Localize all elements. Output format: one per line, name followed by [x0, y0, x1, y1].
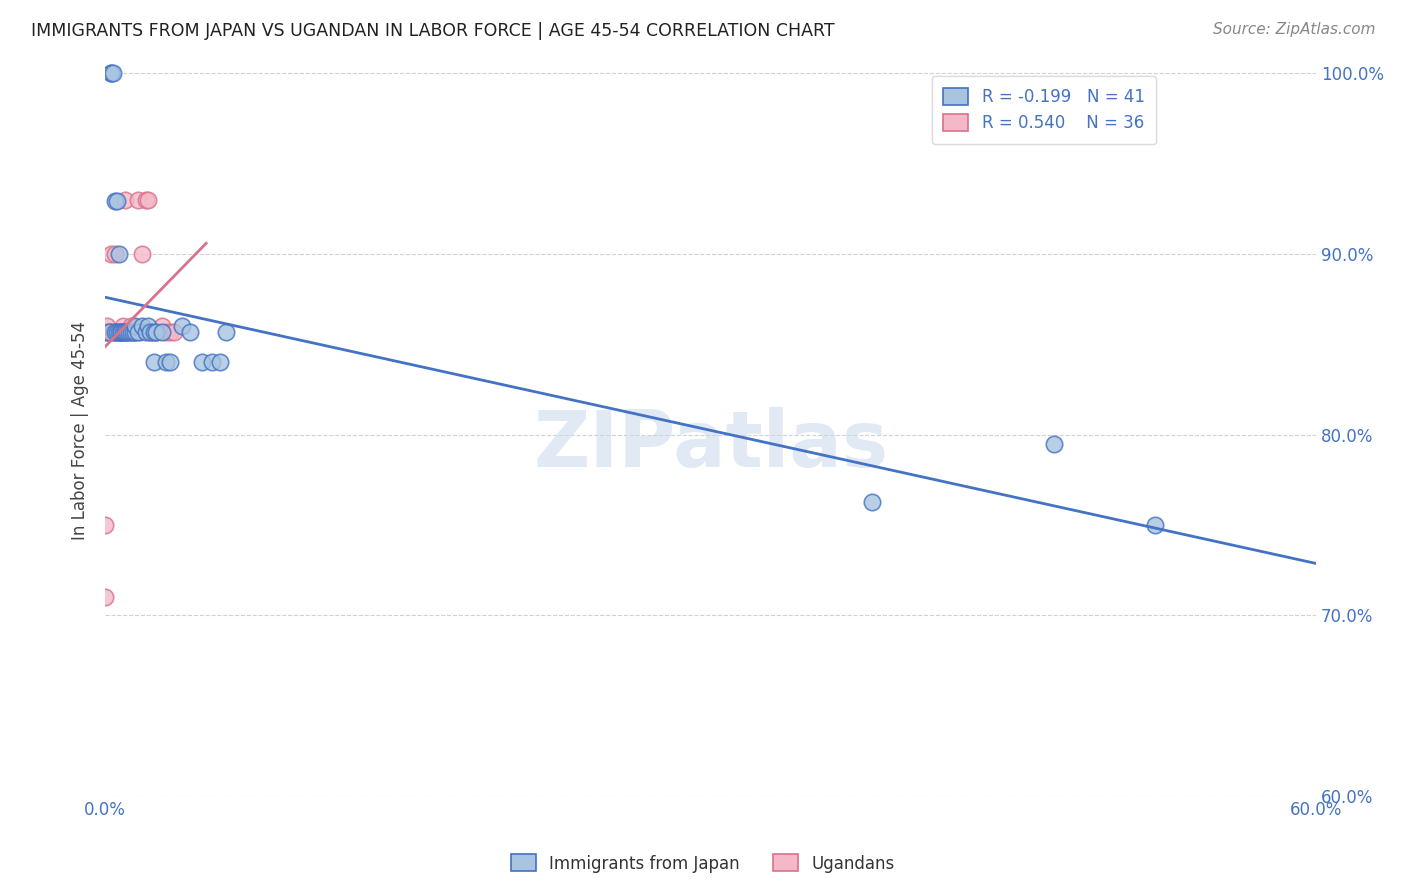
Point — [105, 325, 128, 339]
Point — [135, 193, 157, 207]
Point — [117, 325, 139, 339]
Point — [120, 325, 142, 339]
Point — [100, 325, 122, 339]
Point — [96, 325, 118, 339]
Point — [170, 319, 193, 334]
Point — [191, 355, 214, 369]
Point — [128, 325, 150, 339]
Point — [98, 325, 121, 339]
Point — [110, 325, 132, 339]
Y-axis label: In Labor Force | Age 45-54: In Labor Force | Age 45-54 — [72, 320, 89, 540]
Point — [103, 325, 125, 339]
Point — [127, 325, 149, 339]
Point — [98, 325, 121, 339]
Point — [860, 494, 883, 508]
Point — [110, 325, 132, 339]
Point — [105, 325, 128, 339]
Point — [108, 325, 131, 339]
Point — [114, 325, 136, 339]
Point — [201, 355, 224, 369]
Point — [142, 355, 165, 369]
Point — [100, 66, 122, 80]
Point — [112, 325, 135, 339]
Point — [112, 319, 135, 334]
Point — [122, 325, 145, 339]
Point — [103, 325, 125, 339]
Legend: Immigrants from Japan, Ugandans: Immigrants from Japan, Ugandans — [505, 847, 901, 880]
Point — [155, 355, 177, 369]
Point — [96, 325, 118, 339]
Point — [159, 325, 181, 339]
Point — [100, 247, 122, 261]
Point — [131, 319, 153, 334]
Point — [138, 325, 160, 339]
Text: IMMIGRANTS FROM JAPAN VS UGANDAN IN LABOR FORCE | AGE 45-54 CORRELATION CHART: IMMIGRANTS FROM JAPAN VS UGANDAN IN LABO… — [31, 22, 835, 40]
Point — [108, 325, 131, 339]
Point — [94, 591, 117, 605]
Point — [104, 325, 127, 339]
Point — [136, 319, 159, 334]
Point — [145, 325, 167, 339]
Point — [209, 355, 232, 369]
Point — [124, 325, 146, 339]
Point — [124, 325, 146, 339]
Point — [103, 66, 125, 80]
Point — [98, 325, 121, 339]
Point — [104, 325, 127, 339]
Point — [141, 325, 163, 339]
Point — [120, 319, 142, 334]
Point — [145, 325, 167, 339]
Point — [114, 193, 136, 207]
Point — [138, 325, 160, 339]
Point — [100, 66, 122, 80]
Point — [215, 325, 238, 339]
Point — [150, 319, 173, 334]
Point — [135, 325, 157, 339]
Point — [110, 325, 132, 339]
Point — [108, 247, 131, 261]
Point — [96, 319, 118, 334]
Point — [104, 247, 127, 261]
Point — [117, 325, 139, 339]
Point — [159, 355, 181, 369]
Point — [104, 194, 127, 209]
Point — [163, 325, 186, 339]
Point — [1143, 518, 1166, 533]
Legend: R = -0.199   N = 41, R = 0.540    N = 36: R = -0.199 N = 41, R = 0.540 N = 36 — [932, 76, 1156, 144]
Point — [142, 325, 165, 339]
Point — [124, 319, 146, 334]
Point — [94, 518, 117, 533]
Text: Source: ZipAtlas.com: Source: ZipAtlas.com — [1212, 22, 1375, 37]
Point — [114, 325, 136, 339]
Point — [1042, 436, 1064, 450]
Point — [150, 325, 173, 339]
Point — [155, 325, 177, 339]
Point — [136, 193, 159, 207]
Point — [110, 325, 132, 339]
Point — [179, 325, 201, 339]
Point — [122, 325, 145, 339]
Point — [105, 194, 128, 209]
Point — [94, 325, 117, 339]
Point — [127, 193, 149, 207]
Point — [131, 247, 153, 261]
Text: ZIPatlas: ZIPatlas — [533, 407, 889, 483]
Point — [118, 325, 141, 339]
